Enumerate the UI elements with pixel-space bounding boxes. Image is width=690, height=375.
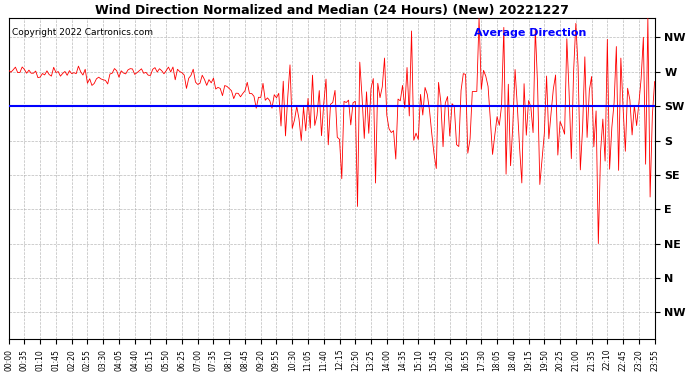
Text: Copyright 2022 Cartronics.com: Copyright 2022 Cartronics.com xyxy=(12,28,153,37)
Text: Average Direction: Average Direction xyxy=(474,28,586,38)
Title: Wind Direction Normalized and Median (24 Hours) (New) 20221227: Wind Direction Normalized and Median (24… xyxy=(95,4,569,17)
